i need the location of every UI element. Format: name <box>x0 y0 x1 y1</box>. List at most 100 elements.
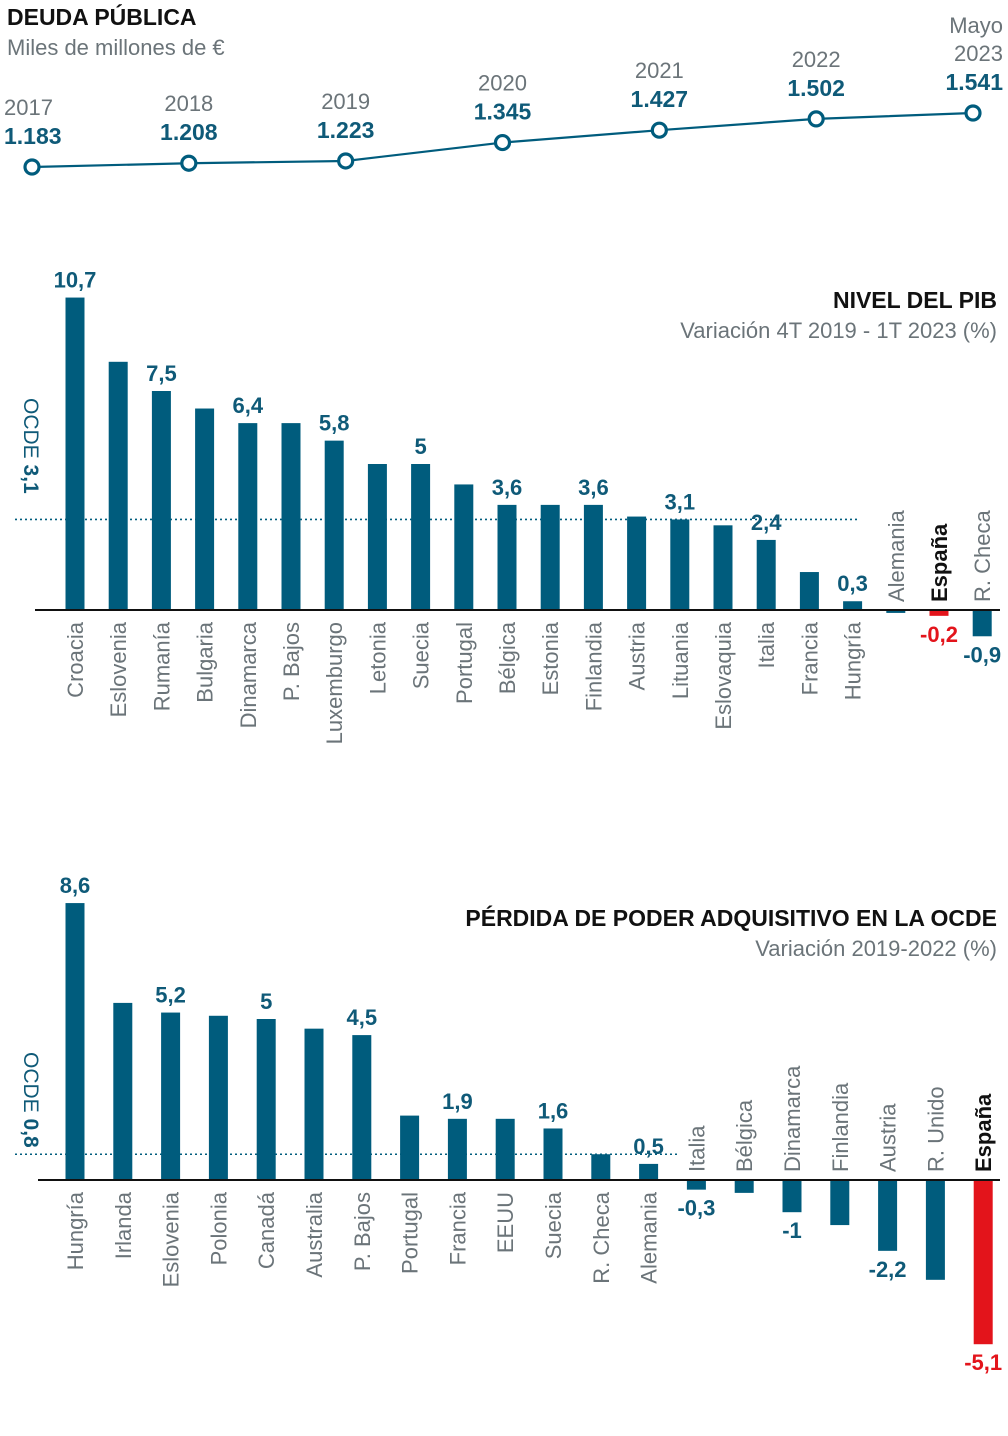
bar <box>540 504 560 610</box>
category-label: Polonia <box>206 1191 231 1265</box>
debt-point <box>964 104 982 122</box>
debt-year-label: 2022 <box>792 47 841 72</box>
bar <box>208 1015 228 1180</box>
category-label: P. Bajos <box>279 622 304 701</box>
bar <box>65 297 85 610</box>
category-label: Australia <box>302 1191 327 1277</box>
debt-point <box>807 110 825 128</box>
category-label: España <box>971 1093 996 1172</box>
bar <box>324 440 344 610</box>
debt-marks: 1.183 2017 1.208 2018 1.223 2019 1.345 2020 1.42… <box>4 13 1003 176</box>
debt-year-label: 2020 <box>478 71 527 96</box>
bar-value-label: -0,9 <box>963 642 1001 667</box>
category-label: Portugal <box>398 1192 423 1274</box>
bar-value-label: 0,5 <box>633 1134 664 1159</box>
debt-value-label: 1.427 <box>631 86 689 112</box>
category-label: Dinamarca <box>780 1065 805 1172</box>
pp-title: PÉRDIDA DE PODER ADQUISITIVO EN LA OCDE <box>465 904 997 931</box>
debt-year-label: 2021 <box>635 58 684 83</box>
bar <box>713 525 733 610</box>
bar <box>400 1115 420 1180</box>
category-label: Estonia <box>538 621 563 695</box>
category-label: P. Bajos <box>350 1192 375 1271</box>
bar <box>238 423 258 610</box>
bar <box>367 464 387 610</box>
category-label: Alemania <box>884 510 909 602</box>
purchasing-power-chart: PÉRDIDA DE PODER ADQUISITIVO EN LA OCDE … <box>15 873 1002 1375</box>
bar <box>756 539 776 610</box>
debt-year-label: 2018 <box>164 91 213 116</box>
bar-value-label: 0,3 <box>837 571 868 596</box>
bar <box>113 1002 133 1180</box>
category-label: Canadá <box>254 1191 279 1269</box>
category-label: Italia <box>684 1125 709 1172</box>
debt-title: DEUDA PÚBLICA <box>7 3 197 30</box>
bar-value-label: 5,2 <box>155 983 186 1008</box>
bar <box>925 1180 945 1280</box>
debt-year-label: 2023 <box>954 41 1003 66</box>
category-label: Austria <box>625 621 650 690</box>
debt-point <box>650 121 668 139</box>
bar <box>782 1180 802 1213</box>
bar <box>161 1012 181 1180</box>
bar <box>108 361 128 610</box>
pp-marks: OCDE 0,8 8,6 Hungría Irlanda 5,2 Eslovenia Pol… <box>15 873 1002 1375</box>
debt-value-label: 1.208 <box>160 119 218 145</box>
bar <box>447 1118 467 1180</box>
debt-year-label: 2017 <box>4 95 53 120</box>
category-label: Letonia <box>365 621 390 694</box>
debt-value-label: 1.345 <box>474 99 532 125</box>
bar-value-label: 3,1 <box>665 489 696 514</box>
category-label: Eslovaquia <box>711 621 736 729</box>
bar <box>627 516 647 610</box>
bar <box>304 1028 324 1180</box>
gdp-chart: NIVEL DEL PIB Variación 4T 2019 - 1T 202… <box>15 268 1001 744</box>
bar <box>972 610 992 637</box>
category-label: Croacia <box>63 621 88 698</box>
category-label: Francia <box>797 621 822 695</box>
bar <box>670 519 690 610</box>
debt-point <box>23 158 41 176</box>
category-label: Eslovenia <box>159 1191 184 1287</box>
category-label: Rumanía <box>149 621 174 711</box>
category-label: Bulgaria <box>193 621 218 702</box>
category-label: EEUU <box>493 1192 518 1253</box>
bar <box>639 1163 659 1180</box>
category-label: Italia <box>754 621 779 668</box>
debt-chart: DEUDA PÚBLICA Miles de millones de € 1.1… <box>4 3 1003 176</box>
debt-value-label: 1.541 <box>945 69 1003 95</box>
bar <box>686 1180 706 1190</box>
debt-year-label: 2019 <box>321 89 370 114</box>
bar-value-label: -5,1 <box>964 1350 1002 1375</box>
bar <box>973 1180 993 1345</box>
bar <box>281 423 301 610</box>
reference-label: OCDE 3,1 <box>19 398 42 494</box>
category-label: Luxemburgo <box>322 622 347 744</box>
category-label: Irlanda <box>111 1191 136 1259</box>
bar <box>543 1128 563 1180</box>
category-label: Suecia <box>409 621 434 689</box>
category-label: Dinamarca <box>236 621 261 728</box>
bar <box>411 464 431 610</box>
category-label: Alemania <box>637 1191 662 1283</box>
bar <box>799 572 819 610</box>
bar <box>151 391 171 610</box>
gdp-subtitle: Variación 4T 2019 - 1T 2023 (%) <box>680 318 997 343</box>
debt-value-label: 1.502 <box>787 75 845 101</box>
bar <box>878 1180 898 1251</box>
category-label: R. Checa <box>970 510 995 602</box>
gdp-marks: OCDE 3,1 10,7 Croacia Eslovenia 7,5 Rumanía Bu… <box>15 268 1001 744</box>
category-label: R. Checa <box>589 1191 614 1283</box>
debt-value-label: 1.183 <box>4 123 62 149</box>
category-label: Bélgica <box>732 1099 757 1172</box>
bar <box>454 484 474 610</box>
category-label: Finlandia <box>828 1082 853 1172</box>
bar-value-label: 10,7 <box>54 268 97 293</box>
reference-label: OCDE 0,8 <box>19 1052 42 1148</box>
bar-value-label: -0,3 <box>677 1196 715 1221</box>
bar <box>886 610 906 613</box>
bar-value-label: 5 <box>414 434 426 459</box>
bar <box>929 610 949 616</box>
bar-value-label: 3,6 <box>578 475 609 500</box>
